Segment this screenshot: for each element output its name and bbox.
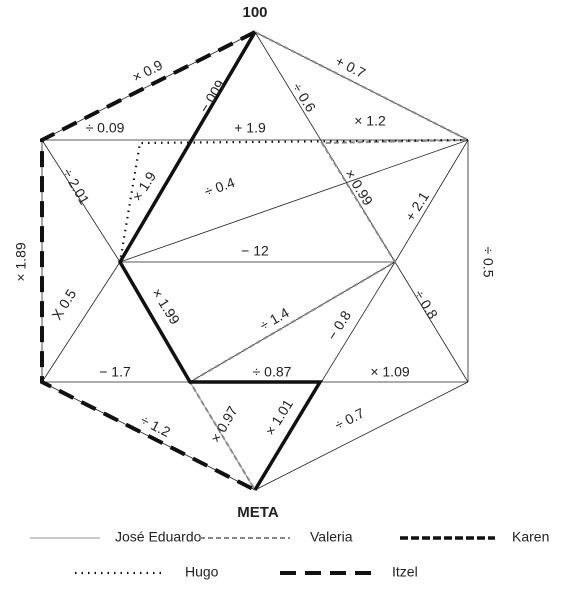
start-label: 100 [242, 4, 267, 21]
edge-label: ÷ 0.7 [332, 405, 367, 433]
edge-label: ÷ 0.87 [253, 364, 292, 380]
edge [254, 31, 469, 141]
edge-label: × 1.2 [354, 113, 386, 129]
edge-label: − 1.7 [99, 364, 131, 380]
edge-labels: × 0.9 + 0.7÷ 0.6− 009÷ 0.09 + 1.9 × 1.2× 1.… [13, 53, 497, 446]
path-2 [117, 31, 324, 491]
legend: José Eduardo Valeria Karen Hugo Itzel [30, 529, 549, 580]
edge-label: ÷ 1.2 [138, 412, 173, 440]
edge-label: − 0.8 [324, 308, 354, 343]
edge [254, 381, 469, 491]
edge-label: ÷ 0.6 [289, 80, 319, 115]
edge-label: ÷ 2.01 [59, 166, 92, 208]
goal-label: META [237, 504, 279, 521]
edge-label: − 12 [241, 243, 269, 259]
edge [41, 261, 121, 383]
edge-label: ÷ 0.4 [202, 174, 237, 200]
legend-label: Itzel [392, 564, 418, 580]
edge-label: + 0.7 [333, 53, 369, 82]
edge-label: × 0.99 [342, 166, 377, 208]
edge-label: + 1.9 [234, 120, 266, 136]
edge-label: ÷ 0.8 [411, 287, 441, 322]
graph-edges [41, 31, 469, 491]
edge [394, 261, 469, 383]
edge-label: × 1.09 [370, 364, 410, 380]
edge-label: × 1.89 [13, 242, 29, 282]
edge [254, 31, 396, 263]
legend-label: José Eduardo [115, 529, 202, 545]
edge [394, 139, 469, 263]
edge [41, 139, 121, 263]
edge-label: − 009 [196, 77, 228, 116]
edge-label: ÷ 1.4 [257, 304, 292, 333]
edge-label: ÷ 0.09 [86, 120, 125, 136]
edge-label: ÷ 0.5 [480, 246, 496, 277]
legend-label: Hugo [185, 564, 219, 580]
edge-label: X 0.5 [48, 286, 79, 322]
edge-label: + 2.1 [402, 189, 432, 224]
person-paths [40, 30, 469, 492]
legend-label: Karen [512, 529, 549, 545]
path-4 [40, 30, 256, 492]
legend-label: Valeria [310, 529, 353, 545]
edge-label: × 0.97 [207, 403, 241, 445]
edge [119, 139, 469, 263]
